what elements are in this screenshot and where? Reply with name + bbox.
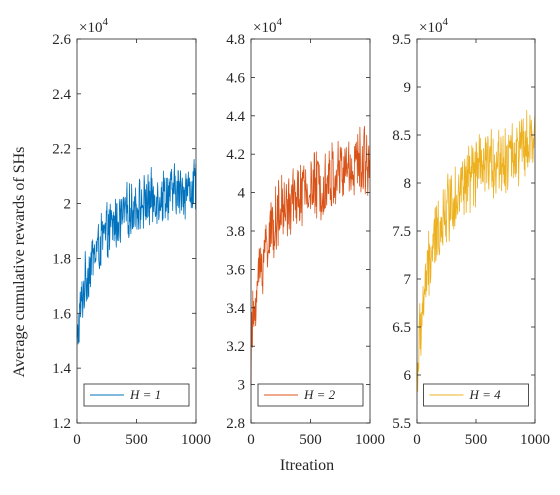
y-tick-label: 9.5	[392, 32, 411, 48]
y-tick-label: 2.6	[52, 32, 71, 48]
y-tick-label: 1.6	[52, 306, 71, 322]
y-tick-label: 1.2	[52, 416, 71, 432]
series-line-1	[76, 159, 197, 345]
x-tick-label: 0	[413, 432, 421, 448]
legend-1: H = 1	[83, 383, 190, 407]
y-tick-label: 3.4	[226, 301, 245, 317]
legend-label: H = 4	[469, 387, 502, 402]
panel-2: 2.8 3 3.2 3.4 3.6 3.8 4 4.2 4.4 4.6 4.8 0 500 1000 ×10…	[226, 16, 385, 448]
panel-1: 1.2 1.4 1.6 1.8 2 2.2 2.4 2.6 0 500 1000 ×104 H = 1	[52, 16, 211, 448]
y-tick-label: 3.2	[226, 339, 245, 355]
y-tick-label: 4	[238, 186, 246, 202]
y-tick-label: 1.8	[52, 251, 71, 267]
y-tick-label: 4.4	[226, 109, 245, 125]
x-tick-label: 500	[465, 432, 488, 448]
x-tick-label: 1000	[355, 432, 385, 448]
y-tick-label: 2.8	[226, 416, 245, 432]
y-multiplier: ×104	[419, 16, 448, 36]
series-line-3	[416, 109, 536, 392]
y-tick-label: 6	[404, 368, 412, 384]
x-tick-label: 0	[73, 432, 81, 448]
y-tick-label: 9	[404, 80, 412, 96]
y-tick-label: 1.4	[52, 361, 71, 377]
y-tick-label: 3	[238, 378, 246, 394]
series-line-2	[250, 125, 371, 386]
x-axis-label: Itreation	[280, 457, 334, 474]
panel-3: 5.5 6 6.5 7 7.5 8 8.5 9 9.5 0 500 1000 ×104 H = 4	[392, 16, 550, 448]
legend-2: H = 2	[257, 383, 364, 407]
y-tick-label: 5.5	[392, 416, 411, 432]
y-tick-label: 7	[404, 272, 412, 288]
y-tick-label: 7.5	[392, 224, 411, 240]
y-tick-label: 8	[404, 176, 412, 192]
y-axis-label: Average cumulative rewards of SHs	[11, 147, 28, 378]
y-tick-label: 6.5	[392, 320, 411, 336]
y-multiplier: ×104	[253, 16, 282, 36]
y-tick-label: 2.4	[52, 87, 71, 103]
x-tick-label: 500	[125, 432, 148, 448]
y-tick-label: 2.2	[52, 142, 71, 158]
x-tick-label: 1000	[181, 432, 211, 448]
y-tick-label: 4.2	[226, 147, 245, 163]
y-tick-label: 3.6	[226, 262, 245, 278]
y-tick-label: 2	[64, 197, 72, 213]
y-tick-label: 4.8	[226, 32, 245, 48]
legend-box	[83, 383, 190, 407]
y-tick-label: 4.6	[226, 70, 245, 86]
y-multiplier: ×104	[79, 16, 108, 36]
axes-box-1	[76, 38, 197, 424]
y-tick-label: 8.5	[392, 128, 411, 144]
y-tick-label: 3.8	[226, 224, 245, 240]
legend-box	[257, 383, 364, 407]
legend-box	[423, 383, 529, 407]
x-tick-label: 500	[299, 432, 322, 448]
legend-label: H = 1	[129, 387, 161, 402]
x-tick-label: 0	[247, 432, 255, 448]
x-tick-label: 1000	[520, 432, 550, 448]
legend-3: H = 4	[423, 383, 529, 407]
legend-label: H = 2	[303, 387, 336, 402]
